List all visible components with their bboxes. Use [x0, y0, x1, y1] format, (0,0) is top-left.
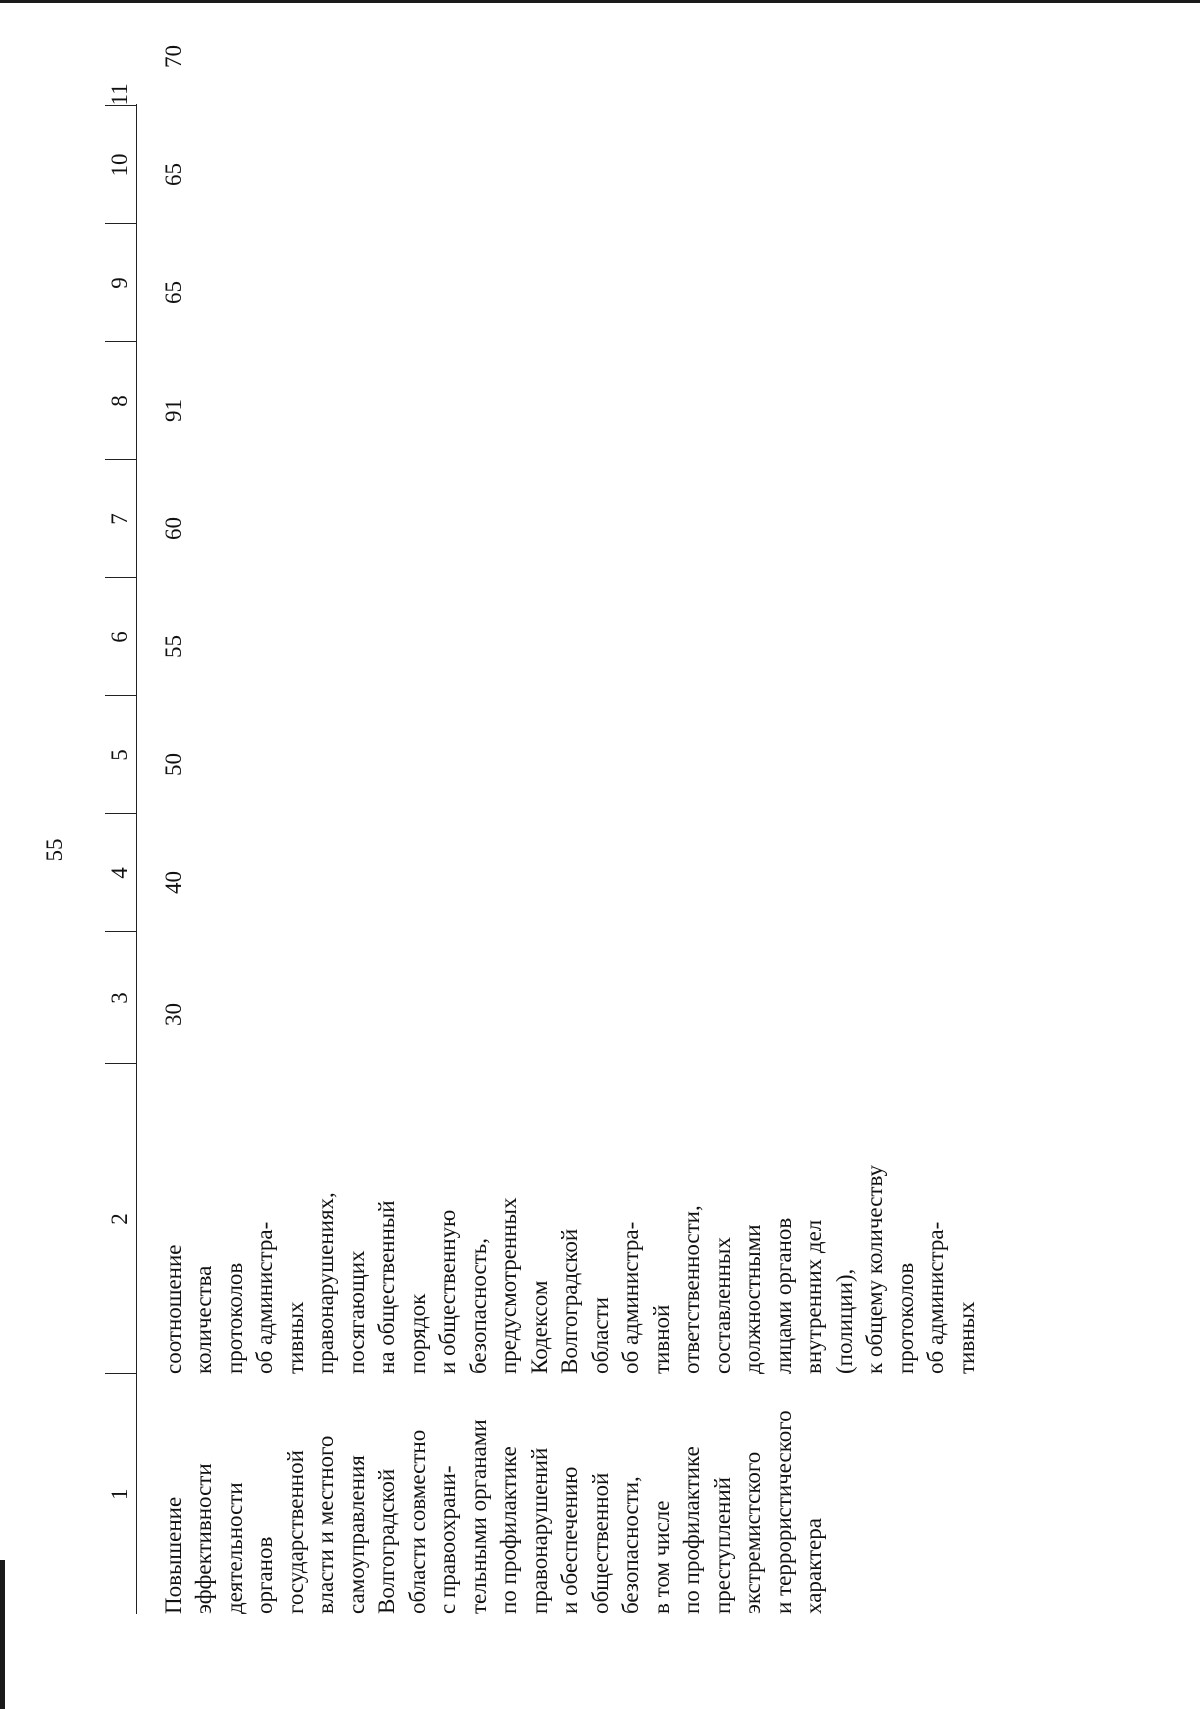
indicator-line: об администра-: [618, 1221, 643, 1374]
goal-cell: Повышение эффективности деятельности орг…: [136, 1374, 982, 1614]
scan-edge-left: [0, 1560, 5, 1709]
indicator-line: на общественный: [374, 1200, 399, 1374]
goal-line: тельными органами: [465, 1419, 491, 1614]
indicator-line: ответственности,: [679, 1205, 704, 1374]
goal-line: и обеспечению: [557, 1466, 582, 1614]
goal-line: и террористического: [770, 1410, 796, 1614]
page-number: 55: [42, 838, 67, 862]
value-cell-col-4: 40: [160, 871, 186, 894]
indicator-line: тивных: [282, 1301, 308, 1374]
indicator-line: составленных: [709, 1237, 735, 1374]
header-col-11: 11: [105, 83, 136, 106]
indicator-line: об администра-: [923, 1221, 948, 1374]
indicator-line: посягающих: [343, 1250, 369, 1374]
indicator-line: Волгоградской: [557, 1228, 582, 1374]
indicator-line: (полиции),: [831, 1268, 857, 1374]
value-cell-col-5: 50: [160, 753, 186, 776]
indicator-line: порядок: [404, 1293, 430, 1374]
value-cell-col-10: 65: [160, 163, 186, 186]
indicator-line: безопасность,: [465, 1238, 491, 1374]
header-col-9: 9: [105, 224, 136, 342]
indicator-line: области: [587, 1297, 613, 1374]
header-col-1: 1: [105, 1374, 136, 1614]
table-row: Повышение эффективности деятельности орг…: [136, 45, 982, 1614]
indicator-line: количества: [191, 1265, 216, 1374]
indicator-table: 1 2 3 4 5 6 7 8 9 10 11 Повышение эффект…: [105, 45, 982, 1614]
goal-line: безопасности,: [618, 1476, 643, 1614]
value-cell-col-9: 65: [160, 281, 186, 304]
indicator-line: протоколов: [892, 1262, 918, 1374]
indicator-line: правонарушениях,: [313, 1192, 338, 1374]
indicator-line: тивных: [953, 1301, 979, 1374]
goal-line: по профилактике: [496, 1446, 521, 1614]
goal-line: общественной: [587, 1472, 613, 1614]
header-col-6: 6: [105, 578, 136, 696]
indicator-line: предусмотренных: [496, 1197, 521, 1375]
scan-edge-top: [0, 0, 1200, 3]
header-col-3: 3: [105, 932, 136, 1064]
header-col-5: 5: [105, 696, 136, 814]
goal-line: самоуправления: [343, 1455, 369, 1614]
indicator-cell: соотношение количества протоколов об адм…: [136, 1064, 982, 1374]
indicator-line: внутренних дел: [801, 1219, 826, 1374]
goal-line: преступлений: [709, 1477, 735, 1614]
goal-line: государственной: [282, 1450, 308, 1614]
value-cell-col-11: 70: [160, 45, 186, 68]
goal-line: экстремистского: [740, 1451, 765, 1614]
goal-line: органов: [252, 1536, 277, 1614]
value-cell-col-6: 55: [160, 635, 186, 658]
goal-line: Повышение: [160, 1496, 186, 1614]
header-col-7: 7: [105, 460, 136, 578]
value-cell-col-8: 91: [160, 399, 186, 422]
value-cell-col-3: 30: [160, 1003, 186, 1026]
indicator-line: тивной: [648, 1304, 674, 1374]
goal-line: власти и местного: [313, 1435, 338, 1614]
goal-line: Волгоградской: [374, 1468, 399, 1614]
header-col-4: 4: [105, 814, 136, 932]
value-cell-col-7: 60: [160, 517, 186, 540]
indicator-line: должностными: [740, 1224, 765, 1374]
goal-line: характера: [801, 1518, 826, 1614]
indicator-line: и общественную: [435, 1209, 460, 1374]
indicator-line: к общему количеству: [862, 1164, 887, 1374]
goal-line: области совместно: [404, 1429, 430, 1614]
goal-line: по профилактике: [679, 1446, 704, 1614]
goal-line: в том числе: [648, 1500, 674, 1615]
header-row: 1 2 3 4 5 6 7 8 9 10 11: [105, 83, 136, 1614]
indicator-line: соотношение: [160, 1244, 186, 1374]
indicator-line: об администра-: [252, 1221, 277, 1374]
indicator-line: Кодексом: [526, 1280, 552, 1374]
rotated-table-container: 1 2 3 4 5 6 7 8 9 10 11 Повышение эффект…: [105, 45, 1005, 1614]
goal-line: правонарушений: [526, 1447, 552, 1614]
indicator-line: протоколов: [221, 1262, 247, 1374]
indicator-line: лицами органов: [770, 1217, 796, 1374]
header-col-10: 10: [105, 106, 136, 224]
goal-line: эффективности: [191, 1463, 216, 1614]
goal-line: с правоохрани-: [435, 1465, 460, 1614]
goal-line: деятельности: [221, 1482, 247, 1614]
header-col-2: 2: [105, 1064, 136, 1374]
header-col-8: 8: [105, 342, 136, 460]
